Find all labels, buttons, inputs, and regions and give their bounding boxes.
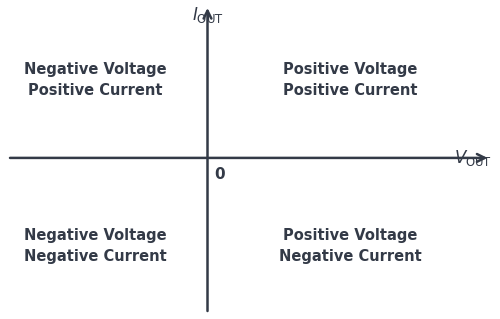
Text: 0: 0 <box>214 167 224 182</box>
Text: $I_{\rm OUT}$: $I_{\rm OUT}$ <box>192 5 224 25</box>
Text: Positive Voltage
Negative Current: Positive Voltage Negative Current <box>278 228 422 263</box>
Text: Negative Voltage
Positive Current: Negative Voltage Positive Current <box>24 62 167 98</box>
Text: Positive Voltage
Positive Current: Positive Voltage Positive Current <box>283 62 417 98</box>
Text: $V_{\rm OUT}$: $V_{\rm OUT}$ <box>454 148 492 168</box>
Text: Negative Voltage
Negative Current: Negative Voltage Negative Current <box>24 228 167 263</box>
